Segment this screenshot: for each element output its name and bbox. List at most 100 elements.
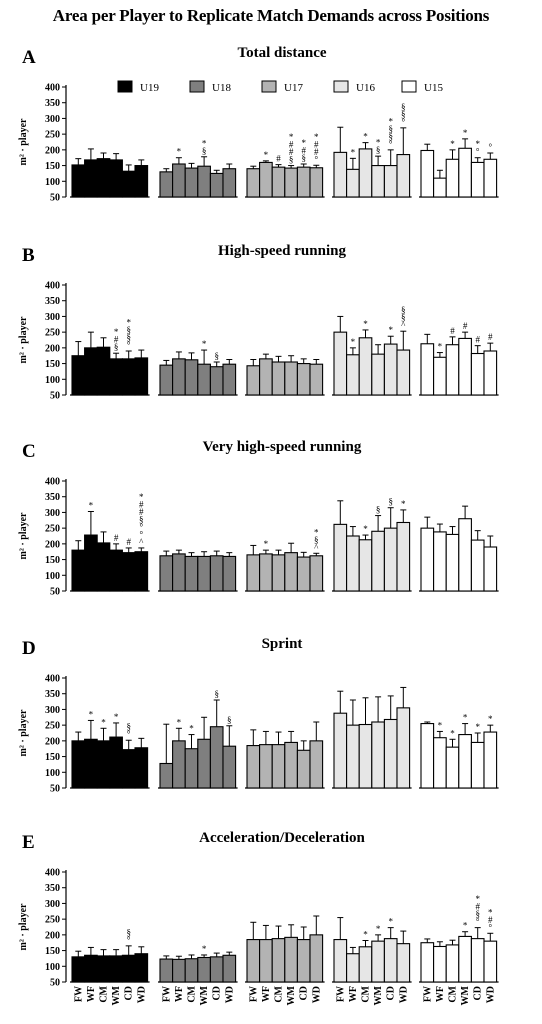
- significance-mark: §: [401, 313, 406, 323]
- x-tick-label: WD: [224, 986, 235, 1003]
- bar: [184, 748, 199, 789]
- bar: [197, 738, 211, 789]
- significance-mark: #: [126, 537, 131, 547]
- bar: [445, 944, 460, 983]
- y-axis-label: m² · player: [18, 512, 29, 559]
- significance-mark: *: [314, 527, 319, 537]
- bar: [259, 744, 273, 789]
- y-tick-label: 350: [45, 883, 60, 894]
- significance-mark: *: [114, 712, 119, 722]
- significance-mark: §: [314, 535, 319, 545]
- bar: [259, 939, 273, 983]
- significance-mark: *: [202, 138, 207, 148]
- bar: [371, 940, 385, 983]
- x-tick-label: WD: [136, 986, 147, 1003]
- y-tick-label: 100: [45, 962, 60, 973]
- bar: [96, 542, 111, 592]
- y-axis-label: m² · player: [18, 316, 29, 363]
- bar: [184, 359, 199, 396]
- significance-mark: §: [388, 131, 393, 141]
- bar: [222, 555, 237, 592]
- bar: [121, 170, 136, 198]
- significance-mark: §: [475, 909, 480, 919]
- significance-mark: §: [289, 155, 294, 165]
- bar: [71, 164, 86, 198]
- significance-mark: *: [126, 318, 131, 328]
- significance-mark: ^: [401, 320, 406, 330]
- significance-mark: §: [401, 305, 406, 315]
- significance-mark: §: [202, 146, 207, 156]
- bar: [483, 158, 498, 198]
- bar: [159, 171, 174, 198]
- x-tick-label: FW: [422, 986, 433, 1002]
- y-tick-label: 250: [45, 328, 60, 339]
- y-tick-label: 400: [45, 281, 60, 292]
- significance-mark: *: [363, 319, 368, 329]
- y-axis-label: m² · player: [18, 903, 29, 950]
- significance-mark: *: [488, 907, 493, 917]
- significance-mark: §: [401, 102, 406, 112]
- significance-mark: *: [376, 924, 381, 934]
- bar: [284, 741, 298, 789]
- significance-mark: *: [388, 325, 393, 335]
- bar: [420, 149, 435, 198]
- panel-letter: A: [22, 47, 36, 68]
- bar: [197, 363, 211, 396]
- bar: [420, 527, 435, 592]
- bar: [383, 938, 398, 983]
- bar: [371, 353, 385, 396]
- significance-mark: #: [301, 146, 306, 156]
- bar: [121, 749, 136, 789]
- bar: [383, 343, 398, 396]
- significance-mark: #: [289, 140, 294, 150]
- x-tick-label: CD: [473, 986, 484, 1000]
- bar: [309, 934, 324, 983]
- significance-mark: *: [177, 147, 182, 157]
- bar: [121, 552, 136, 592]
- panel-c: C Very high-speed running m² · player 50 100…: [18, 439, 499, 598]
- bar: [184, 167, 199, 198]
- bar: [259, 161, 273, 198]
- x-tick-label: CM: [274, 985, 285, 1002]
- bar: [271, 554, 286, 592]
- significance-mark: §: [214, 351, 219, 361]
- significance-mark: *: [264, 539, 269, 549]
- bar: [445, 746, 460, 789]
- y-tick-label: 200: [45, 343, 60, 354]
- significance-mark: §: [388, 497, 393, 507]
- bar: [96, 346, 111, 396]
- bar: [209, 956, 224, 983]
- significance-mark: #: [450, 326, 455, 336]
- bar: [483, 350, 498, 396]
- bar: [470, 352, 485, 396]
- bar: [358, 337, 373, 396]
- bar: [420, 723, 435, 789]
- bar: [84, 738, 98, 789]
- bar: [383, 718, 398, 789]
- panel-a: A Total distance m² · player 50 100 150 200 250…: [18, 45, 499, 204]
- y-tick-label: 350: [45, 492, 60, 503]
- bar: [358, 946, 373, 983]
- legend-swatch: [117, 80, 133, 93]
- significance-mark: §: [126, 333, 131, 343]
- bar: [284, 552, 298, 592]
- significance-mark: §: [126, 927, 131, 937]
- panel-title: High-speed running: [218, 243, 346, 259]
- x-tick-label: WM: [199, 985, 210, 1005]
- bar: [96, 158, 111, 198]
- significance-mark: #: [475, 335, 480, 345]
- bar: [284, 361, 298, 396]
- bar: [184, 555, 199, 592]
- bar: [159, 364, 174, 396]
- bar: [109, 549, 123, 592]
- y-tick-label: 350: [45, 689, 60, 700]
- significance-mark: §: [401, 109, 406, 119]
- bar: [246, 554, 261, 592]
- bar: [134, 747, 149, 789]
- bar: [483, 731, 498, 789]
- bar: [296, 939, 311, 983]
- bar: [71, 549, 86, 592]
- bar: [333, 939, 348, 983]
- bar: [458, 734, 472, 789]
